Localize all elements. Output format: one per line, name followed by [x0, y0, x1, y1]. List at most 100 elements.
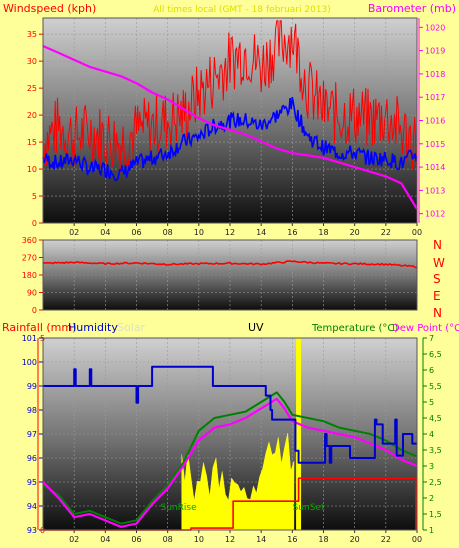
- rain-x-tick-label: 00: [412, 535, 422, 543]
- wind-x-tick-label: 20: [350, 228, 360, 237]
- humidity-axis-tick-label: 95: [27, 478, 37, 487]
- wind-axis-label: Windspeed (kph): [3, 2, 96, 15]
- rain-x-tick-label: 10: [194, 535, 204, 543]
- barometer-axis-tick-label: 1019: [425, 47, 445, 56]
- rain-x-tick-label: 08: [163, 535, 173, 543]
- humidity-label: Humidity: [68, 321, 118, 334]
- barometer-axis-tick-label: 1016: [425, 117, 445, 126]
- temperature-axis-tick-label: 4,5: [429, 414, 442, 423]
- compass-label-s: S: [433, 272, 441, 286]
- temperature-axis-tick-label: 5: [429, 398, 434, 407]
- wind-axis-tick-label: 35: [27, 30, 37, 39]
- sunrise-annotation: SunRise: [161, 503, 198, 513]
- rain-x-tick-label: 16: [287, 535, 297, 543]
- rain-x-tick-label: 04: [100, 535, 110, 543]
- wind-direction-series: [42, 260, 418, 269]
- panel-border-1: [42, 17, 418, 224]
- temperature-label: Temperature (°C): [311, 323, 398, 334]
- wind-average-series: [42, 96, 418, 182]
- temperature-axis-tick-label: 4: [429, 430, 434, 439]
- wind-axis-tick-label: 0: [32, 219, 37, 228]
- temperature-axis-tick-label: 3,5: [429, 446, 442, 455]
- barometer-axis-tick-label: 1020: [425, 23, 445, 32]
- rainfall-label: Rainfall (mm): [2, 321, 76, 334]
- direction-axis-tick-label: 180: [22, 271, 37, 280]
- temperature-axis-tick-label: 3: [429, 462, 434, 471]
- solar-label: Solar: [117, 321, 146, 334]
- wind-x-tick-label: 00: [412, 228, 422, 237]
- humidity-axis-tick-label: 100: [22, 358, 37, 367]
- temperature-axis-tick-label: 5,5: [429, 382, 442, 391]
- uv-bar: [296, 338, 302, 530]
- wind-axis-tick-label: 30: [27, 57, 37, 66]
- wind-x-tick-label: 22: [381, 228, 391, 237]
- barometer-axis-tick-label: 1013: [425, 186, 445, 195]
- wind-axis-tick-label: 15: [27, 138, 37, 147]
- panel-border-2: [42, 239, 418, 311]
- humidity-axis-tick-label: 101: [22, 334, 37, 343]
- temperature-axis-tick-label: 6,5: [429, 350, 442, 359]
- barometer-axis-tick-label: 1015: [425, 140, 445, 149]
- wind-gust-series: [42, 20, 418, 174]
- rain-x-tick-label: 22: [381, 535, 391, 543]
- barometer-axis-label: Barometer (mb): [368, 2, 456, 15]
- temperature-axis-tick-label: 1,5: [429, 510, 442, 519]
- compass-label-n-top: N: [433, 238, 442, 252]
- barometer-axis-tick-label: 1017: [425, 93, 445, 102]
- humidity-axis-tick-label: 97: [27, 430, 37, 439]
- sunset-annotation: SunSet: [293, 503, 325, 513]
- dewpoint-series: [42, 397, 418, 528]
- direction-axis-tick-label: 90: [27, 289, 37, 298]
- temperature-axis-tick-label: 2,5: [429, 478, 442, 487]
- rain-x-tick-label: 18: [318, 535, 328, 543]
- temperature-axis-tick-label: 6: [429, 366, 434, 375]
- barometer-series: [42, 44, 418, 210]
- direction-axis-tick-label: 270: [22, 254, 37, 263]
- wind-axis-tick-label: 20: [27, 111, 37, 120]
- wind-axis-tick-label: 10: [27, 165, 37, 174]
- axis-layer: 0510152025303510121013101410151016101710…: [22, 17, 445, 544]
- humidity-series: [43, 365, 417, 464]
- rain-x-tick-label: 06: [131, 535, 141, 543]
- temperature-axis-tick-label: 7: [429, 334, 434, 343]
- humidity-axis-tick-label: 98: [27, 406, 37, 415]
- panel-border-3: [42, 337, 418, 531]
- compass-label-w: W: [433, 256, 445, 270]
- rain-x-tick-label: 12: [225, 535, 235, 543]
- wind-x-tick-label: 04: [100, 228, 110, 237]
- wind-x-tick-label: 10: [194, 228, 204, 237]
- chart-title: All times local (GMT - 18 februari 2013): [153, 5, 331, 15]
- barometer-axis-tick-label: 1014: [425, 163, 445, 172]
- dewpoint-label: Dew Point (°C: [392, 323, 459, 334]
- solar-series: [181, 432, 295, 531]
- temperature-axis-tick-label: 2: [429, 494, 434, 503]
- barometer-axis-tick-label: 1012: [425, 210, 445, 219]
- temperature-axis-tick-label: 1: [429, 526, 434, 535]
- direction-axis-tick-label: 0: [32, 306, 37, 315]
- barometer-axis-tick-label: 1018: [425, 70, 445, 79]
- compass-label-e: E: [433, 289, 441, 303]
- wind-x-tick-label: 14: [256, 228, 266, 237]
- wind-axis-tick-label: 5: [32, 192, 37, 201]
- uv-label: UV: [248, 321, 264, 334]
- wind-x-tick-label: 18: [318, 228, 328, 237]
- humidity-axis-tick-label: 96: [27, 454, 37, 463]
- humidity-axis-tick-label: 93: [27, 526, 37, 535]
- humidity-axis-tick-label: 99: [27, 382, 37, 391]
- wind-axis-tick-label: 25: [27, 84, 37, 93]
- humidity-axis-tick-label: 94: [27, 502, 37, 511]
- wind-x-tick-label: 02: [69, 228, 79, 237]
- direction-axis-tick-label: 360: [22, 236, 37, 245]
- wind-x-tick-label: 16: [287, 228, 297, 237]
- rain-x-tick-label: 14: [256, 535, 266, 543]
- compass-label-n-bottom: N: [433, 306, 442, 320]
- rain-x-tick-label: 20: [350, 535, 360, 543]
- wind-x-tick-label: 06: [131, 228, 141, 237]
- temperature-series: [42, 391, 418, 525]
- wind-x-tick-label: 12: [225, 228, 235, 237]
- direction-panel-background: [43, 240, 417, 310]
- wind-x-tick-label: 08: [163, 228, 173, 237]
- rain-x-tick-label: 02: [69, 535, 79, 543]
